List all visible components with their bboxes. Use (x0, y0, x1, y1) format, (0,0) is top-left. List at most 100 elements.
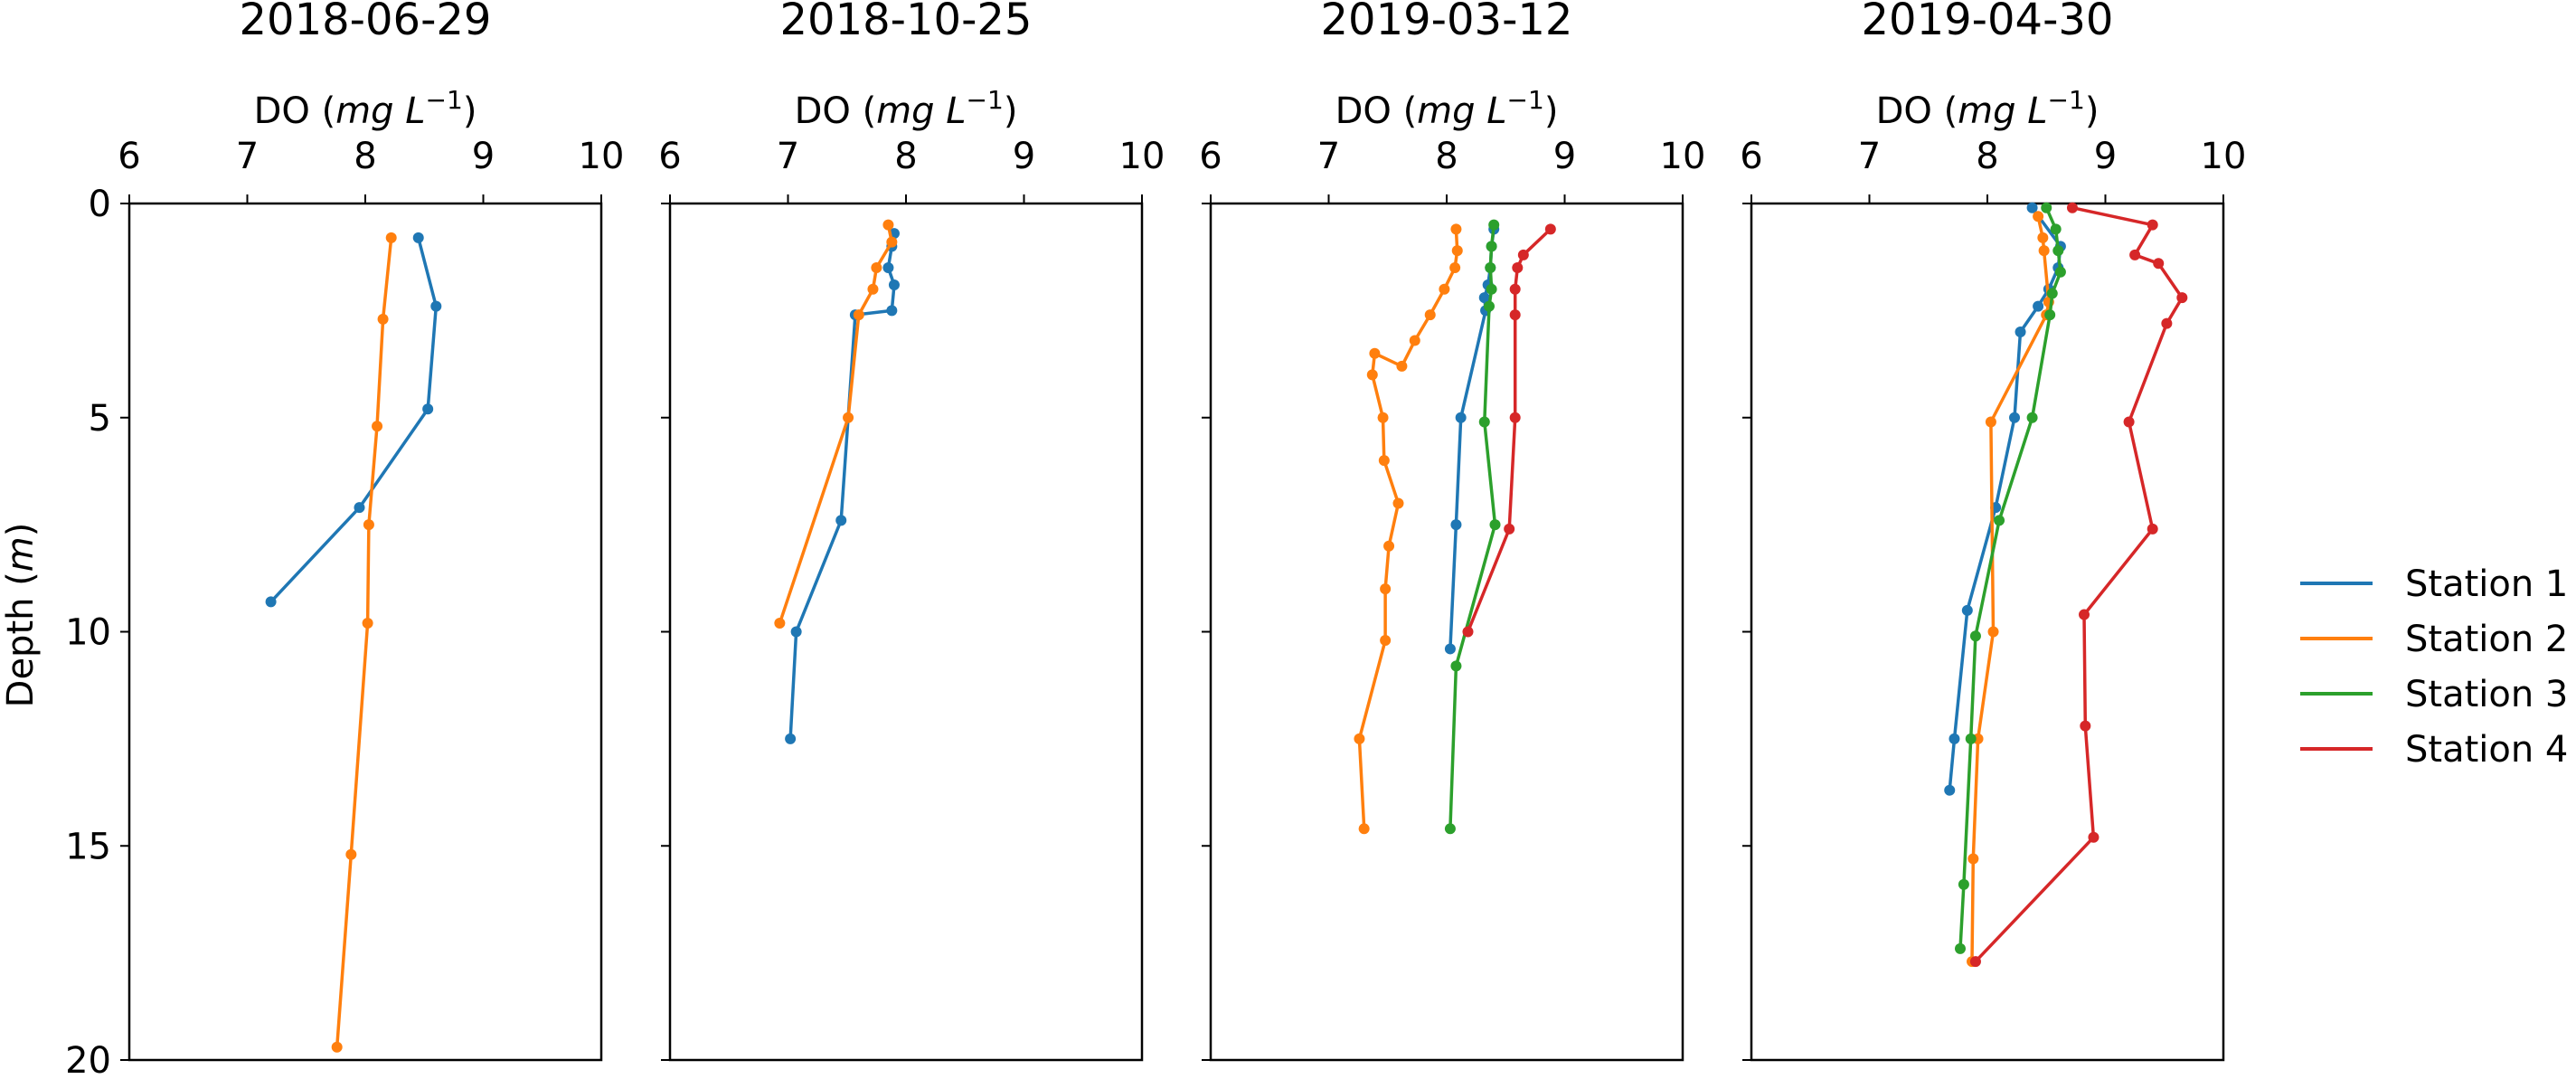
data-point (1489, 519, 1501, 531)
data-point (265, 596, 277, 608)
data-point (1369, 347, 1381, 359)
series-station-3 (1444, 219, 1501, 835)
panel-1: 2018-06-29 DO (mg L−1) 6 7 8 9 10 0 5 10 15 20 (65, 0, 624, 1079)
data-point (843, 412, 854, 423)
data-point (2026, 412, 2038, 423)
data-point (1994, 515, 2005, 526)
data-point (835, 515, 847, 526)
y-axis-label-unit: m (0, 536, 42, 572)
panel-3: 2019-03-12 DO (mg L−1) 6 7 8 9 10 (1199, 0, 1706, 1062)
legend-label: Station 2 (2405, 619, 2568, 660)
x-tick-label: 9 (1013, 136, 1035, 177)
series-station-2 (774, 219, 898, 629)
x-axis-label: DO (mg L−1) (795, 85, 1018, 132)
data-point (1967, 853, 1979, 865)
data-point (372, 421, 383, 432)
data-point (1544, 223, 1556, 235)
y-axis-label-text: Depth ( (0, 572, 42, 707)
series-station-2 (1967, 211, 2054, 968)
y-axis-label: Depth (m) (0, 523, 42, 708)
data-point (1380, 634, 1392, 646)
data-point (1366, 369, 1378, 381)
series-station-2 (331, 232, 397, 1053)
data-point (867, 283, 879, 295)
y-axis-label-close: ) (0, 523, 42, 537)
data-point (2009, 412, 2021, 423)
data-point (2050, 223, 2062, 235)
data-point (1478, 416, 1490, 428)
data-point (1488, 219, 1500, 231)
data-point (886, 236, 898, 248)
x-tick-label: 8 (354, 136, 376, 177)
data-point (2044, 309, 2056, 321)
series-line (335, 237, 393, 1047)
data-point (363, 519, 374, 531)
data-point (1380, 583, 1392, 595)
data-point (2041, 202, 2052, 213)
data-point (1378, 455, 1390, 467)
panel-title: 2019-03-12 (1321, 0, 1573, 45)
data-point (1512, 262, 1524, 274)
data-point (1949, 733, 1960, 744)
y-tick-label: 5 (89, 398, 111, 440)
series-line (269, 237, 439, 603)
y-tick-label: 15 (65, 826, 111, 867)
data-point (1509, 283, 1521, 295)
data-point (2079, 609, 2090, 620)
legend-label: Station 3 (2405, 674, 2568, 715)
data-point (2052, 245, 2064, 257)
x-tick-label: 10 (1660, 136, 1706, 177)
x-tick-label: 6 (118, 136, 140, 177)
y-tick-label: 0 (89, 184, 111, 225)
x-tick-label: 7 (777, 136, 799, 177)
data-point (1944, 784, 1956, 796)
data-point (2038, 245, 2050, 257)
data-point (1409, 335, 1420, 346)
legend: Station 1 Station 2 Station 3 Station 4 (2300, 563, 2568, 771)
data-point (2129, 249, 2141, 260)
data-point (1483, 300, 1495, 312)
data-point (2161, 317, 2173, 329)
series-line (1974, 205, 2184, 963)
data-point (1961, 604, 1973, 616)
series-station-1 (265, 232, 442, 608)
data-point (774, 618, 786, 629)
y-tick-label: 20 (65, 1040, 111, 1079)
data-point (2037, 232, 2049, 243)
plot-frame (668, 202, 1144, 1062)
legend-item: Station 4 (2300, 729, 2568, 771)
data-point (888, 279, 900, 290)
plot-frame (127, 202, 603, 1062)
x-tick-label: 6 (1740, 136, 1762, 177)
data-point (1504, 523, 1515, 535)
data-point (1444, 823, 1456, 835)
data-point (422, 403, 434, 415)
data-point (2054, 266, 2066, 278)
x-tick-label: 7 (236, 136, 259, 177)
x-tick-label: 9 (1553, 136, 1576, 177)
data-point (1965, 733, 1977, 744)
x-tick-label: 6 (658, 136, 681, 177)
series-line (1466, 228, 1552, 633)
x-tick-label: 10 (2201, 136, 2247, 177)
x-axis-label: DO (mg L−1) (254, 85, 477, 132)
x-tick-label: 9 (2094, 136, 2117, 177)
x-tick-label: 7 (1858, 136, 1881, 177)
data-point (385, 232, 397, 243)
series-station-1 (785, 228, 900, 744)
data-point (1444, 643, 1456, 655)
data-point (1987, 626, 1999, 638)
panel-4: 2019-04-30 DO (mg L−1) 6 7 8 9 10 (1740, 0, 2247, 1062)
data-point (430, 300, 442, 312)
data-point (1450, 660, 1462, 672)
data-point (1450, 519, 1462, 531)
data-point (1392, 497, 1404, 509)
data-point (1969, 956, 1981, 968)
data-point (2123, 416, 2135, 428)
data-point (1985, 416, 1996, 428)
series-station-2 (1354, 223, 1463, 835)
x-tick-label: 7 (1317, 136, 1340, 177)
data-point (1383, 540, 1395, 552)
data-point (882, 262, 894, 274)
